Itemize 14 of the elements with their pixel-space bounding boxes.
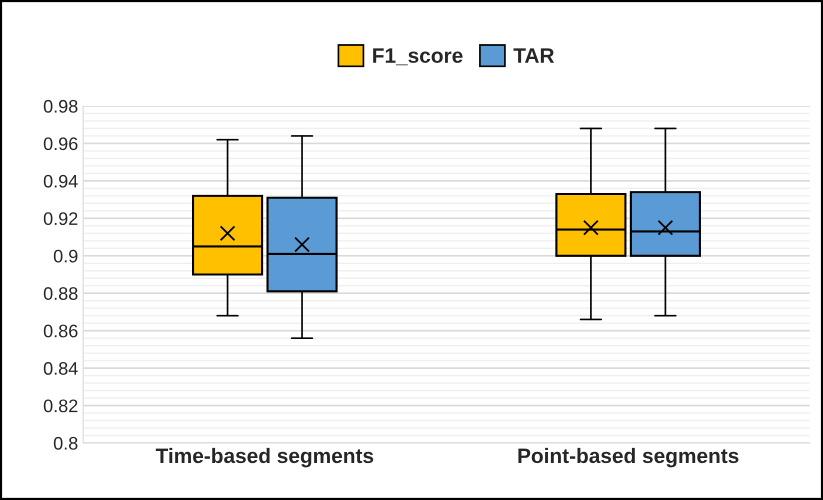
y-tick-label: 0.98 [44,100,78,113]
y-tick-label: 0.84 [44,362,78,375]
y-tick-label: 0.94 [44,174,78,188]
x-tick-label: Time-based segments [156,448,374,468]
x-tick-label: Point-based segments [518,448,738,468]
y-tick-label: 0.96 [44,137,78,150]
y-tick-label: 0.8 [54,436,78,450]
y-tick-label: 0.92 [44,212,78,226]
y-tick-label: 0.88 [44,287,78,300]
legend-label: F1_score [373,48,463,66]
legend-label: TAR [513,48,554,63]
y-tick-label: 0.82 [44,399,78,412]
y-tick-label: 0.9 [54,250,78,262]
y-tick-label: 0.86 [44,324,78,338]
